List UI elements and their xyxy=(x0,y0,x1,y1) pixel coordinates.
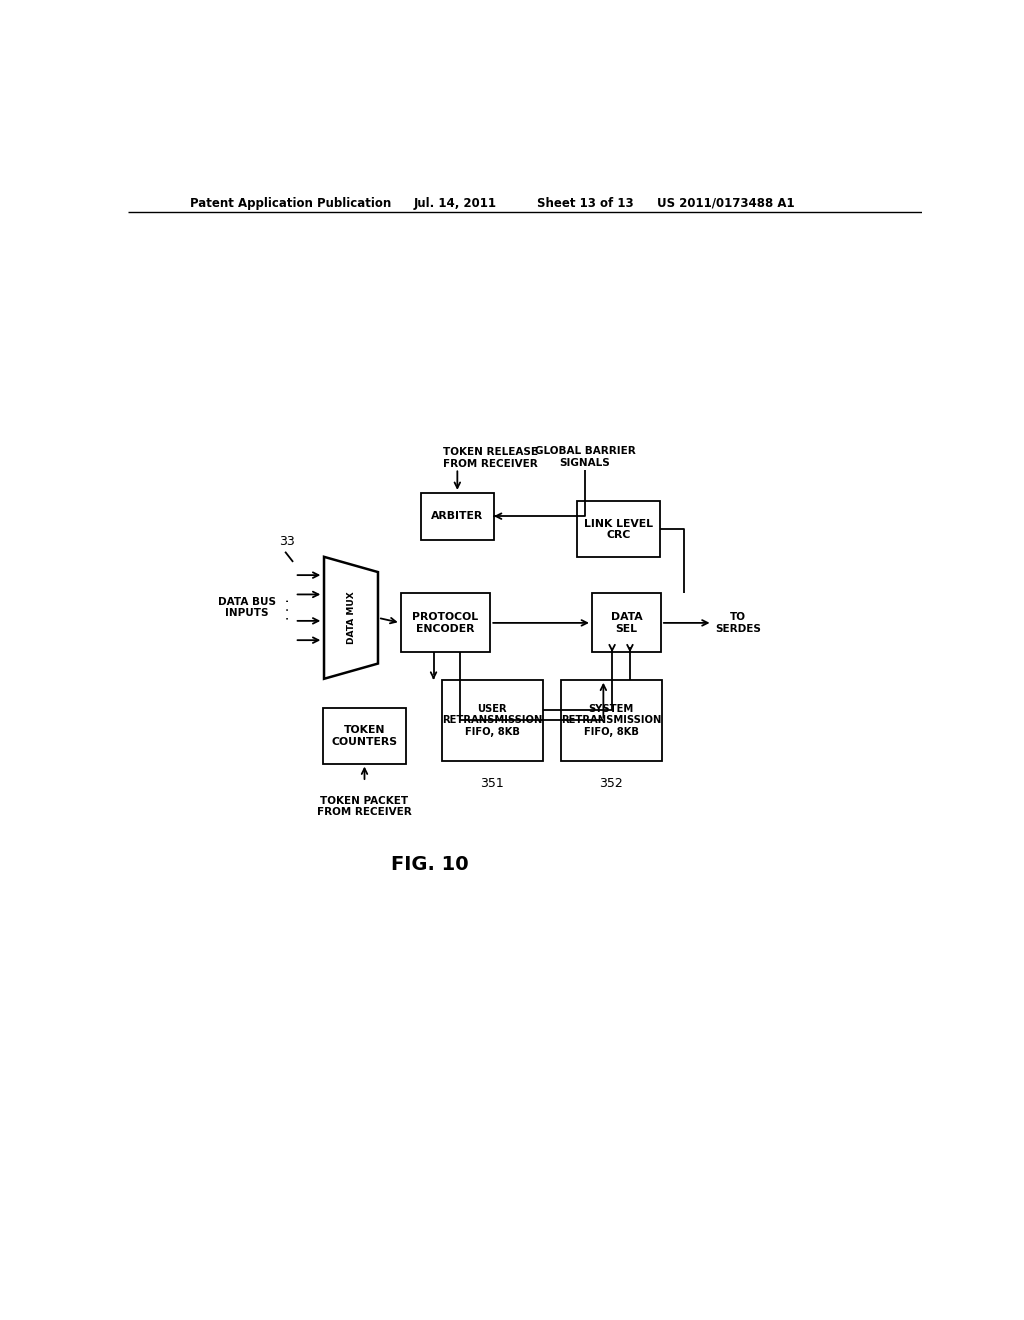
Text: SYSTEM
RETRANSMISSION
FIFO, 8KB: SYSTEM RETRANSMISSION FIFO, 8KB xyxy=(561,704,662,737)
Text: TOKEN RELEASE
FROM RECEIVER: TOKEN RELEASE FROM RECEIVER xyxy=(443,447,538,469)
Text: TOKEN PACKET
FROM RECEIVER: TOKEN PACKET FROM RECEIVER xyxy=(317,796,412,817)
Text: US 2011/0173488 A1: US 2011/0173488 A1 xyxy=(657,197,795,210)
Text: 33: 33 xyxy=(280,535,295,548)
Text: ARBITER: ARBITER xyxy=(431,511,483,521)
Text: LINK LEVEL
CRC: LINK LEVEL CRC xyxy=(584,519,653,540)
Text: · · ·: · · · xyxy=(282,598,296,619)
Text: DATA
SEL: DATA SEL xyxy=(610,612,642,634)
Text: TOKEN
COUNTERS: TOKEN COUNTERS xyxy=(332,725,397,747)
Text: Jul. 14, 2011: Jul. 14, 2011 xyxy=(414,197,497,210)
FancyBboxPatch shape xyxy=(400,594,490,652)
FancyBboxPatch shape xyxy=(592,594,660,652)
FancyBboxPatch shape xyxy=(421,492,494,540)
FancyBboxPatch shape xyxy=(323,708,407,764)
FancyBboxPatch shape xyxy=(442,680,543,762)
Text: FIG. 10: FIG. 10 xyxy=(391,855,468,874)
Text: DATA BUS
INPUTS: DATA BUS INPUTS xyxy=(218,597,276,619)
FancyBboxPatch shape xyxy=(561,680,662,762)
Text: USER
RETRANSMISSION
FIFO, 8KB: USER RETRANSMISSION FIFO, 8KB xyxy=(442,704,543,737)
Text: Sheet 13 of 13: Sheet 13 of 13 xyxy=(537,197,633,210)
Polygon shape xyxy=(324,557,378,678)
Text: 351: 351 xyxy=(480,777,504,789)
Text: DATA MUX: DATA MUX xyxy=(346,591,355,644)
Text: GLOBAL BARRIER
SIGNALS: GLOBAL BARRIER SIGNALS xyxy=(535,446,636,469)
Text: 352: 352 xyxy=(599,777,624,789)
FancyBboxPatch shape xyxy=(577,502,660,557)
Text: Patent Application Publication: Patent Application Publication xyxy=(189,197,391,210)
Text: TO
SERDES: TO SERDES xyxy=(715,612,761,634)
Text: PROTOCOL
ENCODER: PROTOCOL ENCODER xyxy=(413,612,478,634)
